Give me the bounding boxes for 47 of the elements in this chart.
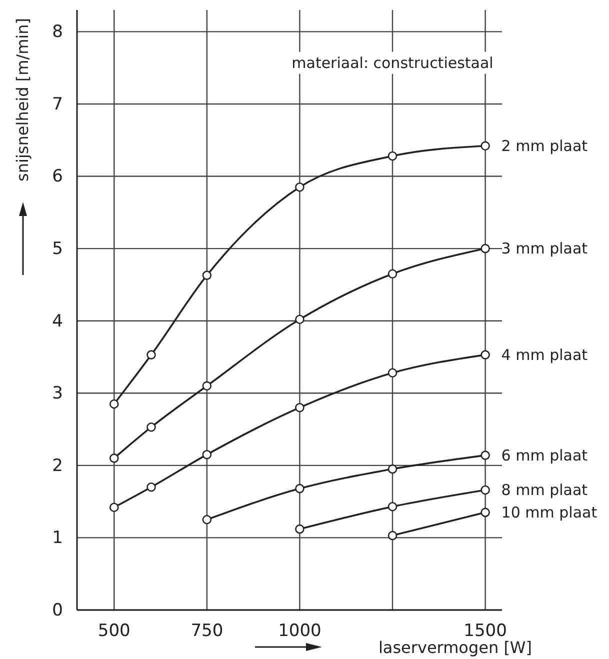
point (480, 508, 490, 518)
point (388, 269, 398, 278)
y-axis-title: snijsnelheid [m/min] (13, 18, 32, 182)
point (480, 485, 490, 495)
point (388, 502, 398, 512)
point (146, 422, 156, 432)
series-label: 6 mm plaat (501, 446, 588, 464)
point (388, 151, 398, 161)
y-tick-label: 3 (52, 384, 63, 404)
annotation: materiaal: constructiestaal (292, 54, 494, 72)
point (295, 182, 304, 192)
y-tick-label: 2 (52, 456, 63, 476)
y-tick-label: 4 (52, 311, 63, 332)
x-tick-label: 500 (98, 621, 130, 642)
point (295, 402, 304, 412)
series-label: 8 mm plaat (501, 481, 588, 499)
point (295, 484, 304, 494)
point (480, 350, 490, 360)
point (109, 502, 119, 512)
y-tick-label: 7 (52, 94, 63, 114)
point (480, 244, 490, 254)
point (388, 464, 398, 474)
series-label: 3 mm plaat (501, 240, 588, 258)
point (146, 482, 156, 492)
point (388, 530, 398, 540)
point (295, 314, 304, 324)
point (480, 450, 490, 460)
point (109, 454, 119, 463)
point (202, 515, 212, 524)
point (388, 368, 398, 378)
y-tick-label: 5 (52, 238, 63, 259)
point (109, 399, 119, 409)
point (480, 141, 490, 151)
series-label: 2 mm plaat (501, 136, 588, 155)
series-label: 4 mm plaat (501, 346, 588, 364)
x-tick-label: 1000 (278, 621, 322, 642)
x-tick-label: 750 (190, 621, 224, 642)
series-label: 10 mm plaat (501, 503, 598, 522)
point (146, 350, 156, 360)
y-tick-label: 8 (52, 22, 63, 42)
point (202, 381, 212, 391)
y-tick-label: 1 (52, 528, 63, 548)
point (202, 450, 212, 460)
y-tick-label: 6 (52, 166, 63, 187)
y-tick-label: 0 (52, 600, 63, 620)
point (295, 524, 304, 534)
point (202, 270, 212, 280)
